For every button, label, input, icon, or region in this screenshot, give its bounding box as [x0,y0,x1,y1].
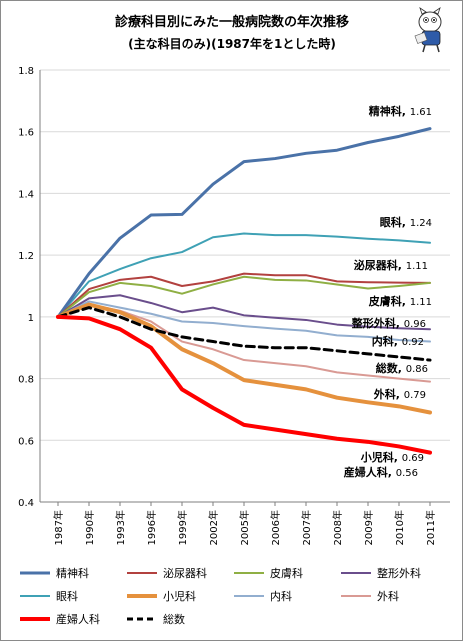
legend-label: 精神科 [56,566,89,580]
series-line-3 [57,294,431,331]
x-tick-label: 1990年 [83,510,96,545]
y-tick-label: 1.2 [18,251,34,262]
y-tick-label: 1.8 [18,66,34,77]
x-tick-label: 1996年 [145,510,158,545]
axes [39,70,450,503]
y-tick-label: 0.4 [18,498,34,509]
legend-label: 産婦人科 [56,612,100,626]
chart-title: 診療科目別にみた一般病院数の年次推移 [115,14,349,30]
x-tick-label: 2005年 [238,510,251,545]
series-labels: 精神科, 1.61 泌尿器科, 1.11 皮膚科, 1.11 整形外科, 0.96 眼科… [344,104,432,479]
legend-label: 内科 [270,589,292,603]
series-line-6 [57,300,431,343]
x-tick-label: 1999年 [176,510,189,545]
y-tick-label: 0.6 [18,436,34,447]
series-lines [56,127,432,455]
x-tick-label: 2011年 [424,510,437,545]
series-line-2 [57,275,431,318]
series-end-label: 総数, 0.86 [376,361,428,375]
series-line-5 [56,302,432,415]
series-end-label: 眼科, 1.24 [380,215,432,229]
x-axis-ticks: 1987年 1990年 1993年 1996年 1999年 2002年 2005年 2006年… [52,502,437,545]
legend-label: 皮膚科 [270,566,303,580]
y-tick-label: 1.4 [18,189,34,200]
series-end-label: 小児科, 0.69 [360,450,424,464]
series-end-label: 内科, 0.92 [372,334,424,348]
x-tick-label: 1987年 [52,510,65,545]
series-end-label: 皮膚科, 1.11 [368,294,432,308]
x-tick-label: 2007年 [300,510,313,545]
legend-label: 小児科 [163,589,196,603]
series-line-4 [57,232,431,318]
series-line-9 [56,306,432,362]
legend-label: 整形外科 [377,566,421,580]
series-line-1 [57,272,431,318]
y-axis-ticks: 0.4 0.6 0.8 1 1.2 1.4 1.6 1.8 [18,66,34,509]
x-tick-label: 1993年 [114,510,127,545]
series-end-label: 整形外科, 0.96 [351,316,426,330]
series-end-label: 産婦人科, 0.56 [344,465,418,479]
x-tick-label: 2009年 [362,510,375,545]
legend-label: 外科 [377,589,399,603]
series-line-8 [56,314,432,455]
series-end-label: 外科, 0.79 [373,387,426,401]
series-end-label: 泌尿器科, 1.11 [354,258,428,272]
chart-subtitle: (主な科目のみ)(1987年を1とした時) [128,36,336,51]
legend-label: 眼科 [56,589,78,603]
legend-label: 総数 [163,612,185,626]
x-tick-label: 2002年 [207,510,220,545]
legend-label: 泌尿器科 [163,566,207,580]
mascot-icon [414,7,442,53]
x-tick-label: 2010年 [393,510,406,545]
series-end-label: 精神科, 1.61 [369,104,432,118]
y-tick-label: 0.8 [18,375,34,386]
y-tick-label: 1 [28,313,34,324]
y-tick-label: 1.6 [18,128,34,139]
x-tick-label: 2006年 [269,510,282,545]
x-tick-label: 2008年 [331,510,344,545]
series-line-0 [56,127,432,319]
